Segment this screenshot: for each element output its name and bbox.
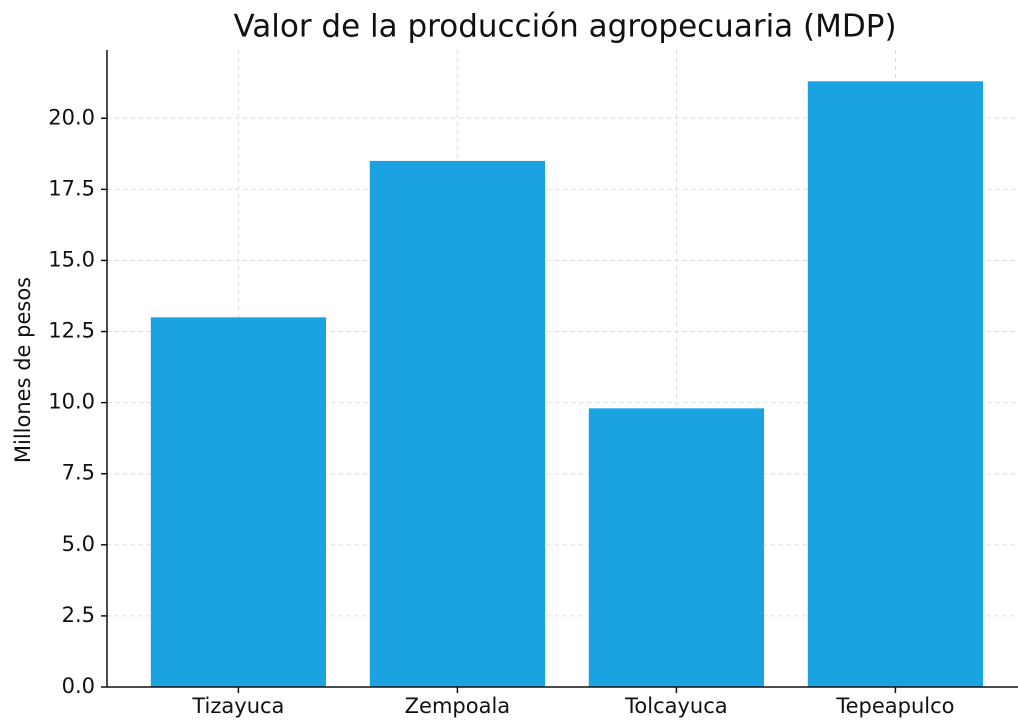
y-tick-label: 15.0	[48, 247, 95, 271]
y-tick-label: 2.5	[62, 603, 95, 627]
y-tick-label: 5.0	[62, 532, 95, 556]
chart-title: Valor de la producción agropecuaria (MDP…	[233, 9, 896, 45]
y-tick-label: 20.0	[48, 105, 95, 129]
x-tick-label: Tolcayuca	[624, 694, 728, 718]
bar	[369, 160, 545, 687]
x-tick-label: Tizayuca	[191, 694, 284, 718]
bar	[150, 317, 326, 687]
x-tick-label: Zempoala	[405, 694, 511, 718]
bar	[807, 81, 983, 687]
y-tick-label: 12.5	[48, 319, 95, 343]
bar	[588, 408, 764, 687]
y-tick-label: 10.0	[48, 390, 95, 414]
y-axis-label: Millones de pesos	[11, 277, 35, 463]
y-tick-label: 17.5	[48, 176, 95, 200]
y-tick-label: 7.5	[62, 461, 95, 485]
y-tick-label: 0.0	[62, 674, 95, 698]
x-tick-label: Tepeapulco	[835, 694, 954, 718]
